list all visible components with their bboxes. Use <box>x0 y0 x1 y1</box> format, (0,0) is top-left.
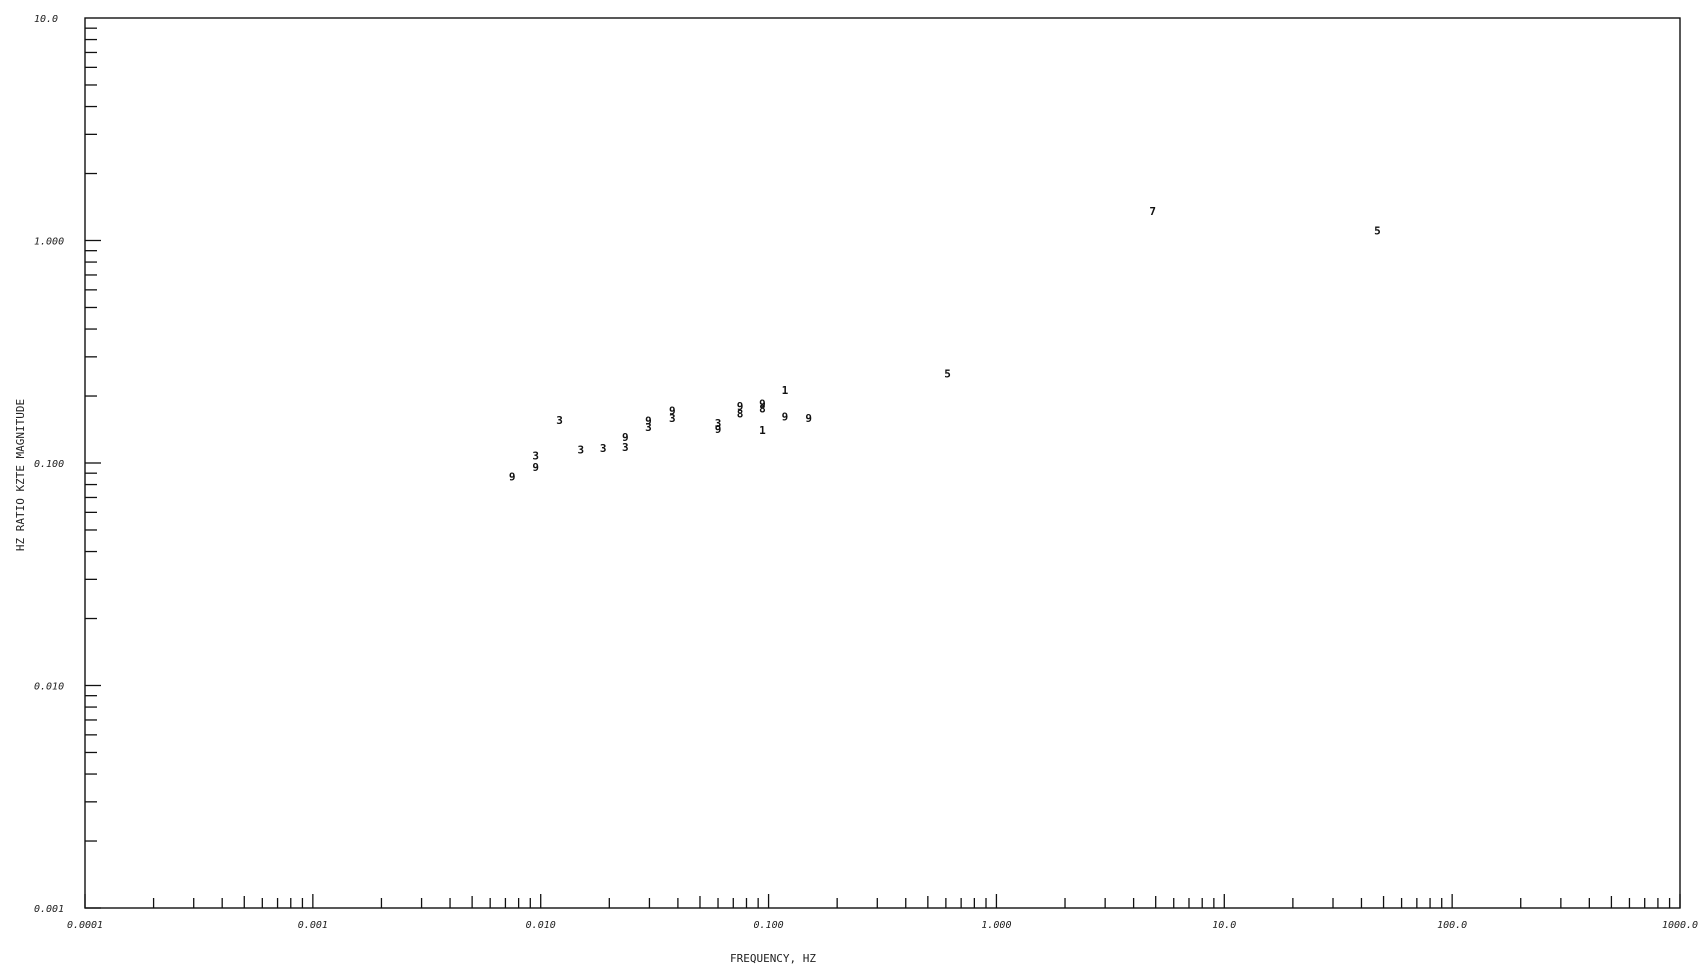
y-tick-label: 1.000 <box>34 237 64 248</box>
data-point-marker: 5 <box>1374 224 1381 237</box>
data-point-marker: 3 <box>556 414 563 427</box>
y-axis-tick-labels: 0.001 0.010 0.100 1.000 10.0 <box>34 14 64 915</box>
data-point-marker: 8 <box>759 402 766 415</box>
data-point-marker: 9 <box>715 423 722 436</box>
y-axis-title: HZ RATIO KZTE MAGNITUDE <box>14 399 27 551</box>
x-tick-label: 0.100 <box>754 920 784 931</box>
data-point-marker: 1 <box>782 384 789 397</box>
y-tick-label: 0.001 <box>34 904 64 915</box>
x-tick-label: 0.0001 <box>67 920 103 931</box>
data-point-marker: 3 <box>669 412 676 425</box>
y-tick-label: 0.100 <box>34 459 64 470</box>
data-point-marker: 9 <box>669 405 676 418</box>
x-axis-tick-labels: 0.0001 0.001 0.010 0.100 1.000 10.0 100.0 1000.… <box>67 920 1698 931</box>
plot-frame <box>84 17 1681 909</box>
data-point-marker: 3 <box>645 421 652 434</box>
x-tick-label: 0.010 <box>526 920 556 931</box>
data-point-marker: 9 <box>622 431 629 444</box>
data-point-marker: 1 <box>759 424 766 437</box>
data-point-marker: 7 <box>1149 205 1156 218</box>
x-tick-label: 100.0 <box>1437 920 1467 931</box>
x-tick-label: 0.001 <box>298 920 328 931</box>
data-point-marker: 5 <box>944 368 951 381</box>
data-point-marker: 3 <box>600 442 607 455</box>
data-point-marker: 9 <box>645 415 652 428</box>
y-tick-label: 10.0 <box>34 14 58 25</box>
data-point-marker: 3 <box>622 441 629 454</box>
x-axis-ticks <box>84 894 1681 908</box>
data-point-marker: 9 <box>737 400 744 413</box>
data-point-marker: 9 <box>805 412 812 425</box>
data-point-marker: 8 <box>737 407 744 420</box>
data-point-marker: 9 <box>509 470 516 483</box>
data-point-marker: 3 <box>532 450 539 463</box>
y-axis-ticks <box>85 27 101 909</box>
data-point-marker: 3 <box>578 443 585 456</box>
x-tick-label: 1.000 <box>981 920 1011 931</box>
x-axis-title: FREQUENCY, HZ <box>730 952 816 965</box>
x-tick-label: 10.0 <box>1212 920 1236 931</box>
data-point-marker: 3 <box>715 417 722 430</box>
data-point-marker: 9 <box>759 398 766 411</box>
y-tick-label: 0.010 <box>34 682 64 693</box>
data-point-marker: 9 <box>782 410 789 423</box>
data-point-marker: 9 <box>532 461 539 474</box>
x-tick-label: 1000.0 <box>1662 920 1698 931</box>
